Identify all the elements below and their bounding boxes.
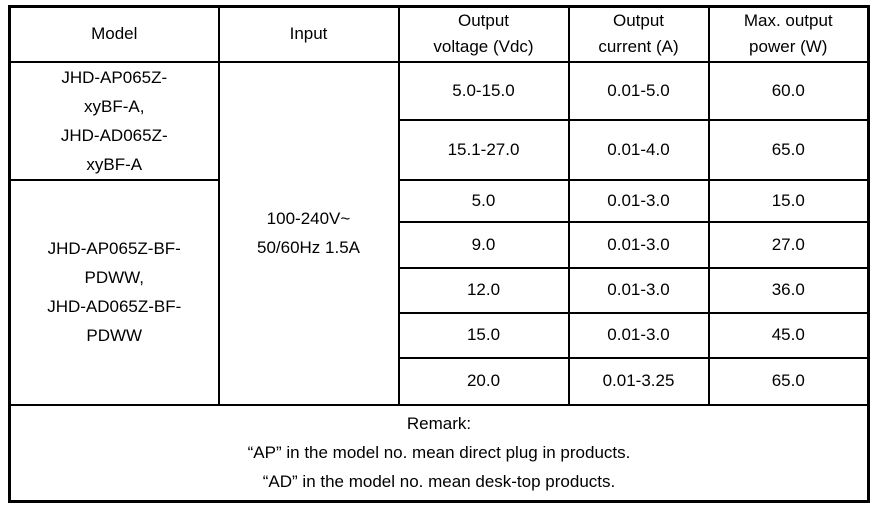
power-cell: 15.0 (707, 178, 870, 223)
input-cell: 100-240V~ 50/60Hz 1.5A (217, 60, 400, 406)
model-group-1-cell: JHD-AP065Z- xyBF-A, JHD-AD065Z- xyBF-A (8, 60, 220, 181)
current-cell: 0.01-4.0 (567, 118, 710, 181)
col-header-output-voltage: Output voltage (Vdc) (397, 5, 570, 63)
power-cell: 36.0 (707, 266, 870, 314)
voltage-cell: 9.0 (397, 220, 570, 269)
power-cell: 45.0 (707, 311, 870, 359)
current-cell: 0.01-5.0 (567, 60, 710, 121)
power-cell: 60.0 (707, 60, 870, 121)
spec-table: Model Input Output voltage (Vdc) Output … (8, 5, 870, 503)
col-header-max-power: Max. output power (W) (707, 5, 870, 63)
remark-row: Remark: “AP” in the model no. mean direc… (8, 403, 870, 503)
current-cell: 0.01-3.25 (567, 356, 710, 406)
col-header-input: Input (217, 5, 400, 63)
table-row: 15.0 0.01-3.0 45.0 (10, 311, 870, 359)
current-cell: 0.01-3.0 (567, 220, 710, 269)
remark-cell: Remark: “AP” in the model no. mean direc… (8, 403, 870, 503)
table-row: 15.1-27.0 0.01-4.0 65.0 (10, 118, 870, 181)
power-cell: 27.0 (707, 220, 870, 269)
voltage-cell: 20.0 (397, 356, 570, 406)
current-cell: 0.01-3.0 (567, 266, 710, 314)
table-row: 9.0 0.01-3.0 27.0 (10, 220, 870, 269)
current-cell: 0.01-3.0 (567, 311, 710, 359)
voltage-cell: 15.1-27.0 (397, 118, 570, 181)
col-header-model: Model (8, 5, 220, 63)
current-cell: 0.01-3.0 (567, 178, 710, 223)
voltage-cell: 15.0 (397, 311, 570, 359)
table-row: 12.0 0.01-3.0 36.0 (10, 266, 870, 314)
power-cell: 65.0 (707, 118, 870, 181)
voltage-cell: 12.0 (397, 266, 570, 314)
table-row: 20.0 0.01-3.25 65.0 (10, 356, 870, 406)
model-group-2-cell: JHD-AP065Z-BF- PDWW, JHD-AD065Z-BF- PDWW (8, 178, 220, 406)
header-row: Model Input Output voltage (Vdc) Output … (8, 5, 870, 63)
table-row: JHD-AP065Z- xyBF-A, JHD-AD065Z- xyBF-A 1… (8, 60, 870, 406)
power-cell: 65.0 (707, 356, 870, 406)
voltage-cell: 5.0 (397, 178, 570, 223)
col-header-output-current: Output current (A) (567, 5, 710, 63)
voltage-cell: 5.0-15.0 (397, 60, 570, 121)
table-row: JHD-AP065Z-BF- PDWW, JHD-AD065Z-BF- PDWW… (8, 178, 870, 406)
